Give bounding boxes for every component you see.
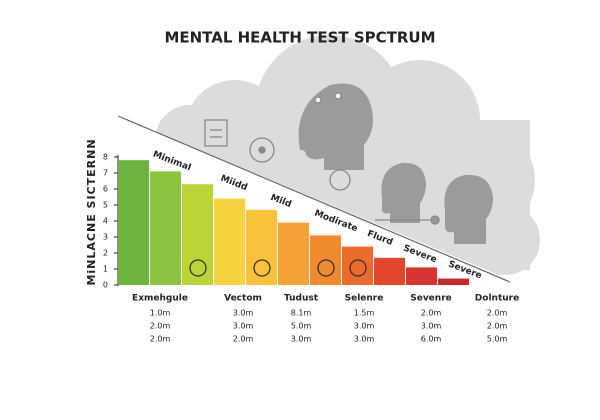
column-cell: 3.0m bbox=[354, 335, 375, 344]
column-cell: 2.0m bbox=[487, 309, 508, 318]
title: MENTAL HEALTH TEST SPCTRUM bbox=[164, 29, 435, 47]
heads bbox=[298, 83, 493, 244]
bar bbox=[118, 160, 149, 285]
y-tick-label: 8 bbox=[103, 153, 108, 162]
column-header: Vectom bbox=[224, 294, 262, 304]
column-header: Tudust bbox=[284, 294, 319, 304]
bar bbox=[374, 257, 405, 285]
bar bbox=[214, 198, 245, 285]
y-tick-label: 0 bbox=[103, 281, 108, 290]
y-tick-label: 2 bbox=[103, 249, 108, 258]
diagonal-line bbox=[117, 115, 511, 283]
bar-icon bbox=[189, 259, 207, 277]
column-cell: 3.0m bbox=[354, 322, 375, 331]
bar-icon bbox=[317, 259, 335, 277]
column-cell: 2.0m bbox=[421, 309, 442, 318]
column-cell: 2.0m bbox=[150, 322, 171, 331]
column-cell: 3.0m bbox=[421, 322, 442, 331]
y-tick-label: 3 bbox=[103, 233, 108, 242]
column-cell: 8.1m bbox=[291, 309, 312, 318]
bar bbox=[438, 278, 469, 285]
decor-icons bbox=[204, 92, 440, 225]
column-cell: 2.0m bbox=[150, 335, 171, 344]
column-cell: 3.0m bbox=[291, 335, 312, 344]
column-cell: 2.0m bbox=[233, 335, 254, 344]
bar bbox=[182, 184, 213, 285]
column-header: Sevenre bbox=[410, 294, 452, 304]
y-tick-label: 7 bbox=[103, 169, 108, 178]
y-tick-label: 1 bbox=[103, 265, 108, 274]
column-header: Dolnture bbox=[475, 294, 519, 304]
column-cell: 1.0m bbox=[150, 309, 171, 318]
bar-icon bbox=[349, 259, 367, 277]
y-axis-label: MiNLACNE SICTERNN bbox=[85, 138, 98, 285]
column-cell: 2.0m bbox=[487, 322, 508, 331]
column-cell: 5.0m bbox=[291, 322, 312, 331]
bar bbox=[246, 209, 277, 285]
column-cell: 6.0m bbox=[421, 335, 442, 344]
y-tick-label: 6 bbox=[103, 185, 108, 194]
bar bbox=[278, 222, 309, 285]
column-header: Selenre bbox=[345, 294, 384, 304]
column-cell: 5.0m bbox=[487, 335, 508, 344]
column-cell: 3.0m bbox=[233, 322, 254, 331]
bar bbox=[406, 267, 437, 285]
bar-icon bbox=[253, 259, 271, 277]
column-cell: 1.5m bbox=[354, 309, 375, 318]
bar bbox=[342, 246, 373, 285]
column-cell: 3.0m bbox=[233, 309, 254, 318]
y-tick-label: 4 bbox=[103, 217, 108, 226]
y-tick-label: 5 bbox=[103, 201, 108, 210]
column-header: Exmehgule bbox=[132, 294, 188, 304]
bar bbox=[150, 171, 181, 285]
